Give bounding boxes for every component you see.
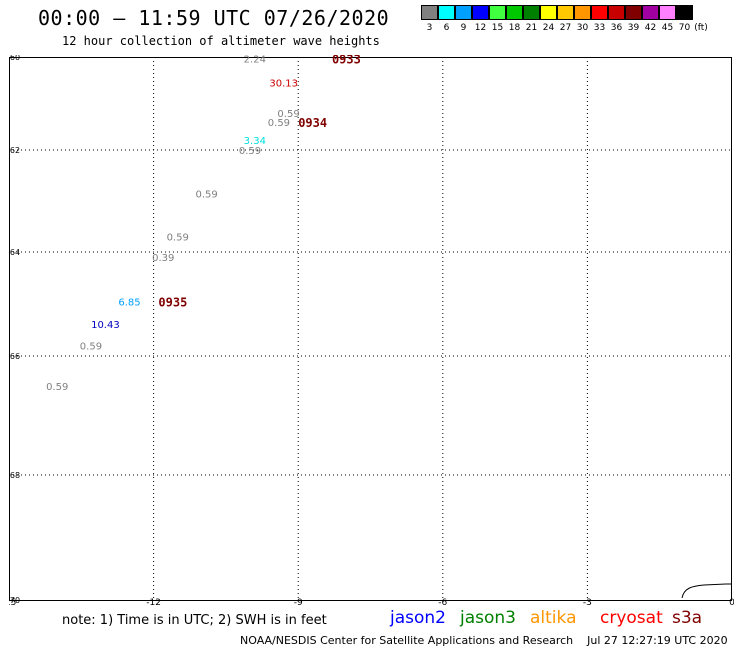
latitude-tick-label: -70 bbox=[9, 596, 20, 605]
legend-label: 6 bbox=[443, 23, 450, 33]
pass-time-label: 0935 bbox=[158, 295, 187, 309]
satellite-cryosat: cryosat bbox=[600, 608, 663, 628]
legend-swatch-27 bbox=[557, 5, 574, 20]
satellite-jason2: jason2 bbox=[390, 608, 446, 628]
latitude-tick-label: -64 bbox=[9, 248, 20, 257]
altimeter-map: -60 -62 -64 -66 -68 -70-15 -12 -9 -6 -3 0 2.24 30.13… bbox=[9, 55, 734, 605]
wave-height-value: 6.85 bbox=[118, 297, 140, 308]
pass-time-label: 0934 bbox=[298, 116, 327, 130]
legend-swatch-12 bbox=[472, 5, 489, 20]
legend-swatch-15 bbox=[489, 5, 506, 20]
wave-height-value: 0.59 bbox=[167, 233, 189, 244]
latitude-tick-label: -62 bbox=[9, 146, 20, 155]
satellite-s3a: s3a bbox=[672, 608, 703, 628]
legend-swatch-3 bbox=[421, 5, 438, 20]
legend-label: 33 bbox=[593, 23, 606, 33]
wave-height-value: 10.43 bbox=[91, 320, 120, 331]
wave-height-value: 0.39 bbox=[152, 253, 174, 264]
legend-swatch-36 bbox=[608, 5, 625, 20]
legend-swatch-24 bbox=[540, 5, 557, 20]
legend-label: 30 bbox=[576, 23, 589, 33]
longitude-tick-label: -3 bbox=[583, 598, 592, 605]
map-subtitle: 12 hour collection of altimeter wave hei… bbox=[62, 34, 380, 48]
wave-height-value: 0.59 bbox=[277, 109, 299, 120]
legend-swatch-70 bbox=[676, 5, 693, 20]
legend-label: 39 bbox=[627, 23, 640, 33]
pass-time-label: 0933 bbox=[332, 55, 361, 66]
legend-swatch-18 bbox=[506, 5, 523, 20]
legend-label: 42 bbox=[644, 23, 657, 33]
legend-label: 3 bbox=[426, 23, 433, 33]
longitude-tick-label: -15 bbox=[9, 598, 16, 605]
legend-label: 24 bbox=[542, 23, 555, 33]
map-frame bbox=[9, 57, 732, 601]
legend-swatch-33 bbox=[591, 5, 608, 20]
legend-label: 18 bbox=[508, 23, 521, 33]
satellite-jason3: jason3 bbox=[460, 608, 516, 628]
satellite-altika: altika bbox=[530, 608, 577, 628]
credit-line: NOAA/NESDIS Center for Satellite Applica… bbox=[240, 634, 728, 647]
wave-height-value: 30.13 bbox=[269, 79, 298, 90]
legend-label: 45 bbox=[661, 23, 674, 33]
legend-swatch-30 bbox=[574, 5, 591, 20]
coastline bbox=[681, 583, 732, 599]
legend-label: 12 bbox=[474, 23, 487, 33]
legend-label: 21 bbox=[525, 23, 538, 33]
legend-label: 70 bbox=[678, 23, 691, 33]
latitude-tick-label: -68 bbox=[9, 471, 20, 480]
legend-swatch-6 bbox=[438, 5, 455, 20]
wave-height-value: 0.59 bbox=[239, 146, 261, 157]
legend-label: 9 bbox=[460, 23, 467, 33]
legend-swatch-45 bbox=[659, 5, 676, 20]
longitude-tick-label: -12 bbox=[146, 598, 161, 605]
legend-swatch-21 bbox=[523, 5, 540, 20]
wave-height-value: 0.59 bbox=[46, 382, 68, 393]
wave-height-value: 0.59 bbox=[195, 189, 217, 200]
longitude-tick-label: 0 bbox=[729, 598, 734, 605]
longitude-tick-label: -6 bbox=[438, 598, 447, 605]
generated-timestamp: Jul 27 12:27:19 UTC 2020 bbox=[587, 634, 728, 647]
map-title: 00:00 – 11:59 UTC 07/26/2020 bbox=[38, 6, 390, 30]
latitude-tick-label: -60 bbox=[9, 55, 20, 62]
legend-swatch-42 bbox=[642, 5, 659, 20]
legend-label: 15 bbox=[491, 23, 504, 33]
legend-swatch-39 bbox=[625, 5, 642, 20]
longitude-tick-label: -9 bbox=[294, 598, 303, 605]
footnote: note: 1) Time is in UTC; 2) SWH is in fe… bbox=[62, 613, 327, 628]
legend-swatch-9 bbox=[455, 5, 472, 20]
legend-label: 36 bbox=[610, 23, 623, 33]
latitude-tick-label: -66 bbox=[9, 352, 20, 361]
credit-text: NOAA/NESDIS Center for Satellite Applica… bbox=[240, 634, 574, 647]
wave-height-value: 0.59 bbox=[268, 118, 290, 129]
wave-height-value: 3.34 bbox=[244, 136, 266, 147]
wave-height-value: 2.24 bbox=[244, 55, 266, 65]
wave-height-value: 0.59 bbox=[80, 342, 102, 353]
legend-unit: (ft) bbox=[694, 23, 708, 33]
legend-label: 27 bbox=[559, 23, 572, 33]
